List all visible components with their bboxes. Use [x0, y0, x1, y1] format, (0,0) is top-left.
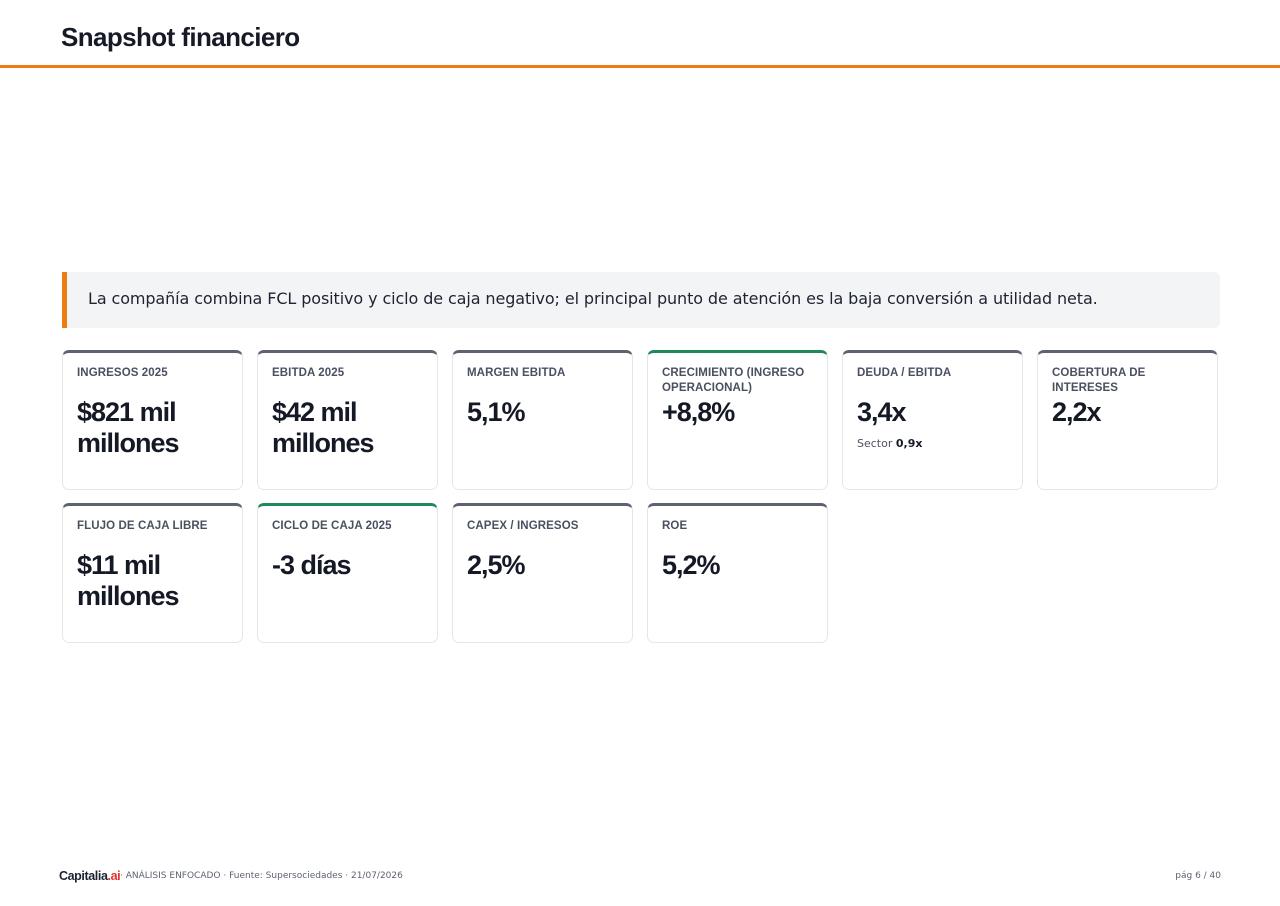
- kpi-label: CRECIMIENTO (INGRESO OPERACIONAL): [662, 367, 805, 394]
- kpi-value: +8,8%: [662, 397, 735, 427]
- kpi-card-cobertura-intereses: COBERTURA DE INTERESES 2,2x: [1037, 350, 1218, 490]
- summary-callout: La compañía combina FCL positivo y ciclo…: [62, 272, 1220, 328]
- brand-logo: Capitalia.ai: [59, 869, 121, 883]
- kpi-label: FLUJO DE CAJA LIBRE: [77, 520, 208, 532]
- kpi-card-ingresos: INGRESOS 2025 $821 mil millones: [62, 350, 243, 490]
- kpi-label: MARGEN EBITDA: [467, 367, 566, 379]
- kpi-label: COBERTURA DE INTERESES: [1052, 367, 1146, 394]
- kpi-value: 5,2%: [662, 550, 721, 580]
- kpi-card-ciclo-caja: CICLO DE CAJA 2025 -3 días: [257, 503, 438, 643]
- kpi-card-capex-ingresos: CAPEX / INGRESOS 2,5%: [452, 503, 633, 643]
- kpi-label: EBITDA 2025: [272, 367, 345, 379]
- kpi-card-flujo-caja-libre: FLUJO DE CAJA LIBRE $11 mil millones: [62, 503, 243, 643]
- brand-logo-tld: .ai: [107, 869, 121, 883]
- sector-benchmark-value: 0,9x: [895, 437, 923, 450]
- page-title: Snapshot financiero: [61, 22, 300, 52]
- kpi-label: ROE: [662, 520, 688, 532]
- kpi-value: -3 días: [272, 550, 352, 580]
- page-footer: Capitalia.ai · ANÁLISIS ENFOCADO · Fuent…: [59, 868, 1221, 888]
- kpi-value: 3,4x: [857, 397, 907, 427]
- kpi-value: $11 mil millones: [77, 550, 180, 611]
- page-header: Snapshot financiero: [0, 0, 1280, 68]
- kpi-label: CAPEX / INGRESOS: [467, 520, 579, 532]
- brand-logo-name: Capitalia: [59, 869, 108, 883]
- summary-callout-text: La compañía combina FCL positivo y ciclo…: [88, 289, 1098, 308]
- sector-benchmark: Sector 0,9x: [857, 437, 922, 450]
- kpi-value: 5,1%: [467, 397, 526, 427]
- kpi-label: CICLO DE CAJA 2025: [272, 520, 392, 532]
- kpi-value: 2,5%: [467, 550, 526, 580]
- footer-source-meta: · ANÁLISIS ENFOCADO · Fuente: Supersocie…: [120, 871, 403, 881]
- kpi-label: DEUDA / EBITDA: [857, 367, 952, 379]
- kpi-card-deuda-ebitda: DEUDA / EBITDA 3,4x Sector 0,9x: [842, 350, 1023, 490]
- page-number: pág 6 / 40: [1175, 871, 1221, 881]
- sector-benchmark-label: Sector: [857, 437, 893, 450]
- kpi-value: 2,2x: [1052, 397, 1102, 427]
- kpi-card-ebitda: EBITDA 2025 $42 mil millones: [257, 350, 438, 490]
- kpi-value: $42 mil millones: [272, 397, 375, 458]
- kpi-label: INGRESOS 2025: [77, 367, 168, 379]
- kpi-card-crecimiento: CRECIMIENTO (INGRESO OPERACIONAL) +8,8%: [647, 350, 828, 490]
- kpi-value: $821 mil millones: [77, 397, 180, 458]
- kpi-card-roe: ROE 5,2%: [647, 503, 828, 643]
- kpi-card-margen-ebitda: MARGEN EBITDA 5,1%: [452, 350, 633, 490]
